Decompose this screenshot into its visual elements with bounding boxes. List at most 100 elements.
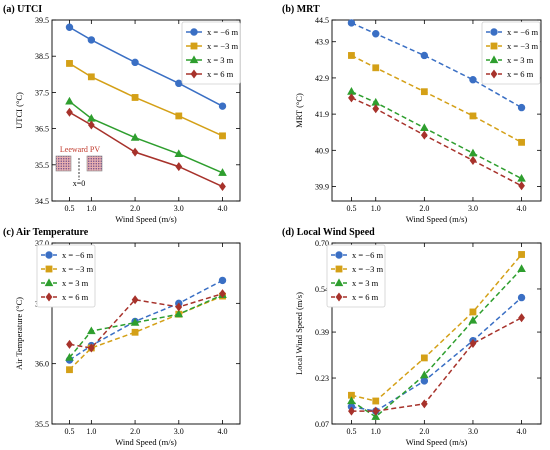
legend-entry: x = 3 m [207,55,234,65]
x-tick-label: 0.5 [64,204,74,213]
legend-box [326,244,386,308]
x-tick-label: 3.0 [174,204,184,213]
data-point [174,309,184,318]
legend-entry: x = 3 m [62,278,89,288]
data-point [420,377,429,385]
data-point [219,132,226,140]
y-tick-label: 0.07 [315,420,329,429]
legend-marker [45,251,53,259]
legend-entry: x = −3 m [62,264,93,274]
data-point [371,412,381,420]
data-point [347,19,356,27]
data-point [218,276,227,285]
data-point [469,339,477,349]
panel-title: (d) Local Wind Speed [282,227,375,238]
x-tick-label: 1.0 [86,204,96,213]
series-line [351,297,523,412]
legend-marker [45,292,53,302]
data-point [65,96,74,105]
legend-box [481,21,541,85]
legend-entry: x = −3 m [207,41,238,51]
y-tick-label: 40.9 [315,146,329,155]
x-tick-label: 3.0 [468,204,478,213]
legend-marker [190,42,198,50]
data-point [420,370,429,379]
y-axis-label: UTCI (°C) [14,92,24,129]
data-point [518,181,525,191]
data-point [348,52,355,59]
plot-frame [331,242,542,425]
leeward-pv-annotation: Leeward PV x=0 [55,145,103,188]
legend-entry: x = 6 m [62,292,89,302]
y-tick-label: 36.5 [35,125,49,134]
chart-panel-4: (d) Local Wind Speed 0.5 1.0 2.0 3.0 4.0 0.07 0… [282,227,542,447]
data-point [175,79,183,88]
x-tick-label: 4.0 [218,204,228,213]
legend: x = −6 m x = −3 m x = 3 m x = 6 m [181,21,241,85]
data-point [218,168,227,176]
x-tick-label: 0.5 [346,204,356,213]
data-point [87,73,95,81]
panel-title: (c) Air Temperature [3,227,89,238]
x-axis-label: Wind Speed (m/s) [406,437,468,447]
legend-marker [44,278,54,287]
plot-frame [331,19,542,202]
legend-marker [490,42,498,50]
x-axis-label: Wind Speed (m/s) [115,214,177,224]
y-tick-label: 35.5 [35,420,49,429]
data-point [347,396,356,405]
data-point [372,64,380,72]
data-point [66,366,73,374]
data-point [131,328,139,336]
data-point [87,326,96,335]
x-axis-label: Wind Speed (m/s) [115,437,177,447]
data-point [130,133,140,141]
data-point [518,251,525,258]
plot-frame [51,19,241,202]
y-tick-label: 39.9 [315,183,329,192]
x-tick-label: 2.0 [419,204,429,213]
leeward-pv-label: Leeward PV [60,145,100,154]
data-point [175,162,183,172]
legend-marker [190,69,198,79]
data-point [468,315,478,324]
y-tick-label: 0.54 [315,285,329,294]
x-tick-label: 0.5 [346,427,356,436]
data-point [87,343,95,353]
data-point [372,406,380,416]
legend-marker [490,28,498,36]
data-point [131,58,139,67]
legend-marker [335,292,343,302]
data-point [468,148,478,157]
data-point [219,289,226,299]
legend-marker [190,28,198,36]
y-tick-label: 39.5 [35,16,49,25]
x-tick-label: 0.5 [64,427,74,436]
series-line [68,294,223,359]
y-tick-label: 0.70 [315,239,329,248]
y-tick-label: 0.39 [315,328,329,337]
x-tick-label: 4.0 [218,427,228,436]
data-point [372,30,380,38]
y-tick-label: 43.9 [315,38,329,47]
data-point [469,112,477,120]
y-tick-label: 44.5 [315,16,329,25]
plot-frame [51,242,241,425]
legend: x = −6 m x = −3 m x = 3 m x = 6 m [326,244,386,308]
y-axis-label: Air Temperature (°C) [14,297,24,370]
pv-panel-left [55,155,72,172]
legend-marker [489,55,499,64]
chart-panel-2: (b) MRT 0.5 1.0 2.0 3.0 4.0 39.9 40.9 41.9 42.9 43… [282,4,542,224]
data-point [87,120,95,130]
data-point [66,339,73,349]
y-tick-label: 38.5 [35,52,49,61]
data-point [420,399,428,409]
legend-box [181,21,241,85]
data-point [420,88,428,96]
data-point [175,112,183,120]
x-tick-label: 3.0 [174,427,184,436]
data-point [175,302,183,312]
legend-marker [334,278,344,287]
series-line [351,317,522,412]
